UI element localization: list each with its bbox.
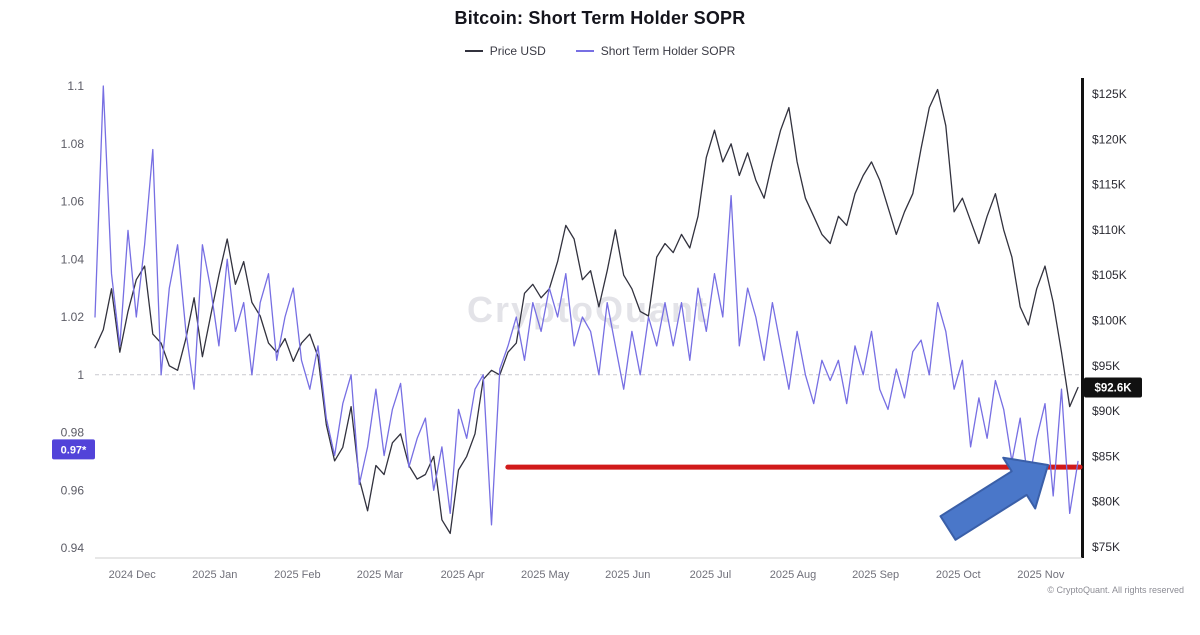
- svg-text:2025 Oct: 2025 Oct: [936, 569, 981, 581]
- svg-text:$85K: $85K: [1092, 449, 1120, 463]
- svg-text:2025 Jan: 2025 Jan: [192, 569, 237, 581]
- svg-text:0.94: 0.94: [61, 541, 85, 555]
- svg-text:$95K: $95K: [1092, 359, 1120, 373]
- svg-text:$75K: $75K: [1092, 540, 1120, 554]
- sopr-line: [94, 85, 1079, 526]
- svg-text:2025 Aug: 2025 Aug: [770, 569, 817, 581]
- legend-label-sopr: Short Term Holder SOPR: [600, 44, 736, 58]
- svg-text:2025 Nov: 2025 Nov: [1017, 569, 1065, 581]
- legend-label-price-usd: Price USD: [489, 44, 546, 58]
- svg-text:2025 Jul: 2025 Jul: [690, 569, 732, 581]
- svg-text:$92.6K: $92.6K: [1094, 383, 1132, 395]
- current-price-badge: $92.6K: [1084, 377, 1142, 398]
- svg-text:2025 Mar: 2025 Mar: [357, 569, 404, 581]
- y-axis-left-labels: 1.1 1.08 1.06 1.04 1.02 1 0.98 0.96 0.94: [61, 79, 85, 555]
- blue-up-right-arrow: [939, 456, 1049, 541]
- legend-item-price-usd[interactable]: Price USD: [464, 44, 546, 58]
- legend: Price USD Short Term Holder SOPR: [0, 44, 1200, 58]
- svg-text:$90K: $90K: [1092, 404, 1120, 418]
- svg-text:$105K: $105K: [1092, 268, 1127, 282]
- svg-text:1.04: 1.04: [61, 252, 85, 266]
- x-axis-labels: 2024 Dec 2025 Jan 2025 Feb 2025 Mar 2025 Apr…: [109, 569, 1065, 581]
- svg-text:0.97*: 0.97*: [61, 444, 87, 456]
- svg-text:2024 Dec: 2024 Dec: [109, 569, 157, 581]
- svg-text:$115K: $115K: [1092, 178, 1126, 192]
- current-sopr-badge: 0.97*: [52, 439, 95, 460]
- axis-spines: [95, 78, 1084, 559]
- svg-text:0.96: 0.96: [61, 483, 85, 497]
- svg-text:2025 Sep: 2025 Sep: [852, 569, 899, 581]
- svg-text:1: 1: [77, 368, 84, 382]
- copyright-text: © CryptoQuant. All rights reserved: [1047, 585, 1184, 595]
- svg-text:2025 Jun: 2025 Jun: [605, 569, 650, 581]
- svg-text:$100K: $100K: [1092, 314, 1127, 328]
- y-axis-right-labels: $125K $120K $115K $110K $105K $100K $95K $90K $8…: [1092, 87, 1127, 554]
- svg-text:1.06: 1.06: [61, 195, 85, 209]
- svg-text:1.08: 1.08: [61, 137, 85, 151]
- svg-text:2025 Apr: 2025 Apr: [441, 569, 485, 581]
- watermark: CryptoQuant: [467, 289, 709, 330]
- legend-item-sopr[interactable]: Short Term Holder SOPR: [575, 44, 736, 58]
- svg-text:0.98: 0.98: [61, 426, 85, 440]
- svg-text:CryptoQuant: CryptoQuant: [467, 289, 709, 330]
- svg-text:2025 May: 2025 May: [521, 569, 570, 581]
- svg-text:$110K: $110K: [1092, 223, 1126, 237]
- price-line-swatch: [464, 50, 483, 52]
- svg-text:2025 Feb: 2025 Feb: [274, 569, 320, 581]
- svg-text:1.1: 1.1: [67, 79, 84, 93]
- sopr-line-swatch: [575, 50, 594, 52]
- chart-title: Bitcoin: Short Term Holder SOPR: [454, 8, 746, 28]
- svg-text:$80K: $80K: [1092, 495, 1120, 509]
- svg-text:$120K: $120K: [1092, 132, 1127, 146]
- svg-text:1.02: 1.02: [61, 310, 85, 324]
- svg-text:$125K: $125K: [1092, 87, 1127, 101]
